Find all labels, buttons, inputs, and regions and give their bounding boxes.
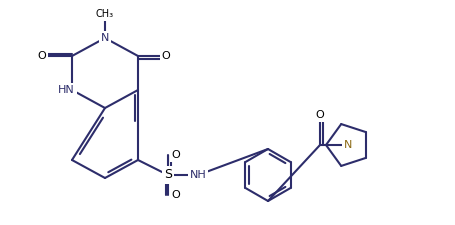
Text: HN: HN (58, 85, 75, 95)
Text: O: O (316, 110, 324, 120)
Text: O: O (162, 51, 170, 61)
Text: O: O (38, 51, 46, 61)
Text: O: O (172, 190, 180, 200)
Text: NH: NH (190, 170, 207, 180)
Text: N: N (101, 33, 109, 43)
Text: S: S (164, 169, 172, 182)
Text: N: N (344, 140, 352, 150)
Text: CH₃: CH₃ (96, 9, 114, 19)
Text: O: O (172, 150, 180, 160)
